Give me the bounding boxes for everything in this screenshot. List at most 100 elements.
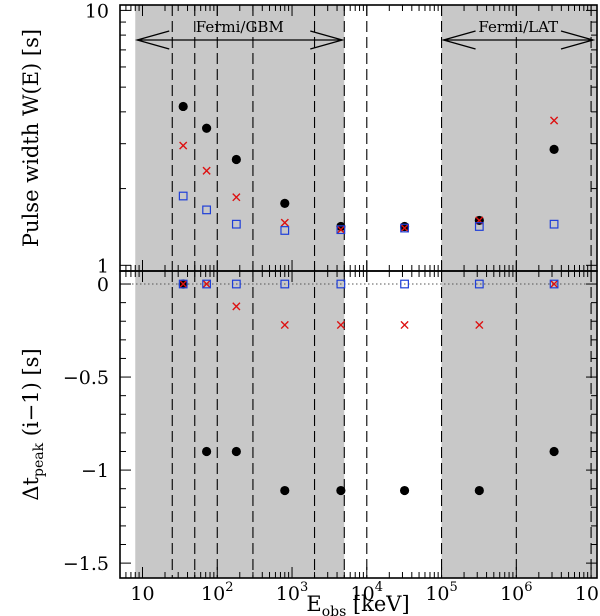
top-point-1-4 [280, 198, 290, 208]
top-y-tick-label-1: 1 [97, 255, 109, 277]
bottom-point-2-7 [475, 320, 484, 330]
top-point-3-3 [231, 219, 241, 229]
bottom-point-2-1 [179, 279, 188, 289]
bottom-y-axis-label: Δtpeak (i−1) [s] [19, 348, 47, 500]
bottom-point-3-8 [549, 279, 559, 289]
top-point-1-2 [202, 123, 212, 133]
top-point-2-8 [549, 116, 559, 125]
top-point-2-5 [336, 225, 345, 234]
arrow-head-left [134, 30, 170, 50]
shaded-regions [135, 5, 597, 578]
x-tick-base: 10 [575, 583, 599, 605]
shaded-range-1 [135, 5, 345, 578]
x-tick-base: 10 [130, 583, 154, 605]
x-tick-label-4: 104 [351, 580, 383, 605]
bottom-y-label-sub: peak [31, 442, 47, 477]
bottom-point-2-4 [280, 320, 289, 330]
instrument-range-1: Fermi/GBM [134, 18, 345, 50]
bottom-point-1-6 [399, 485, 410, 496]
bottom-point-1-2 [202, 446, 212, 457]
x-tick-label-6: 106 [500, 580, 532, 605]
top-point-3-5 [336, 225, 346, 235]
top-point-2-2 [202, 166, 211, 175]
bottom-point-1-8 [549, 446, 559, 457]
instrument-label: Fermi/GBM [196, 18, 284, 36]
bottom-point-3-3 [231, 279, 241, 289]
top-series-2 [179, 116, 559, 234]
arrow-head-left [441, 30, 476, 50]
x-tick-exponent: 3 [300, 580, 308, 595]
data-points [178, 101, 559, 496]
top-point-3-7 [474, 222, 484, 231]
instrument-ranges: Fermi/GBM Fermi/LAT [134, 18, 596, 50]
top-y-tick-label-2: 10 [85, 0, 109, 22]
x-tick-exponent: 2 [225, 580, 233, 595]
top-point-2-6 [400, 223, 409, 233]
x-tick-exponent: 5 [450, 580, 458, 595]
bottom-point-3-2 [202, 279, 212, 289]
bottom-panel-frame [119, 270, 598, 579]
x-axis-label-unit: [keV] [346, 592, 409, 616]
bottom-point-3-1 [178, 279, 188, 289]
bottom-point-2-2 [202, 279, 211, 289]
bottom-y-tick-label-2: −0.5 [63, 367, 109, 389]
bottom-y-label-rest: (i−1) [s] [19, 348, 43, 443]
x-tick-base: 10 [425, 583, 449, 605]
bottom-point-1-5 [336, 485, 346, 496]
x-tick-label-7: 107 [575, 580, 600, 605]
bottom-y-tick-label-4: −1.5 [63, 553, 109, 575]
top-point-3-2 [202, 205, 212, 215]
instrument-label: Fermi/LAT [478, 18, 558, 36]
top-series-3 [178, 191, 559, 235]
x-axis-label-sub: obs [322, 604, 347, 616]
shaded-range-2 [441, 5, 597, 578]
bottom-point-2-6 [400, 320, 409, 330]
top-y-axis-label: Pulse width W(E) [s] [19, 29, 43, 247]
top-point-2-4 [280, 218, 289, 227]
bottom-point-3-5 [336, 279, 346, 289]
x-tick-exponent: 6 [524, 580, 532, 595]
x-tick-exponent: 4 [375, 580, 383, 595]
x-tick-base: 10 [201, 583, 225, 605]
bottom-series-2 [179, 279, 559, 330]
x-axis-label: Eobs [keV] [306, 592, 409, 616]
bottom-y-tick-label-1: 0 [97, 274, 109, 296]
top-point-1-1 [178, 101, 188, 112]
bottom-point-3-7 [474, 279, 484, 289]
x-tick-label-5: 105 [425, 580, 457, 605]
bottom-y-label-base: Δt [19, 476, 43, 500]
x-tick-label-1: 10 [130, 583, 154, 605]
bottom-point-2-5 [336, 320, 345, 330]
bottom-point-2-3 [232, 302, 241, 311]
top-point-2-3 [232, 193, 241, 202]
bottom-y-tick-label-3: −1 [81, 460, 109, 482]
top-point-2-1 [179, 141, 188, 150]
x-axis-label-base: E [306, 592, 321, 616]
arrow-head-right [560, 30, 596, 50]
top-point-1-8 [549, 144, 559, 154]
plot-frames [119, 4, 598, 579]
x-tick-base: 10 [351, 583, 375, 605]
bottom-point-3-6 [400, 279, 409, 289]
top-point-1-5 [336, 221, 346, 232]
top-point-1-3 [231, 154, 241, 165]
x-tick-base: 10 [276, 583, 300, 605]
axis-ticks [119, 5, 597, 578]
bottom-point-1-4 [280, 485, 290, 496]
top-point-3-6 [400, 223, 409, 233]
bottom-point-1-3 [231, 446, 241, 457]
top-point-3-8 [549, 219, 559, 229]
bottom-point-3-4 [280, 279, 290, 289]
x-tick-label-3: 103 [276, 580, 308, 605]
top-point-3-4 [280, 226, 290, 235]
bottom-point-1-7 [474, 485, 484, 496]
top-point-3-1 [178, 191, 188, 201]
x-tick-base: 10 [500, 583, 524, 605]
x-tick-label-2: 102 [201, 580, 233, 605]
arrow-head-right [310, 30, 345, 50]
bottom-series-3 [178, 279, 559, 289]
instrument-range-2: Fermi/LAT [441, 18, 596, 50]
bottom-point-2-8 [549, 279, 559, 289]
